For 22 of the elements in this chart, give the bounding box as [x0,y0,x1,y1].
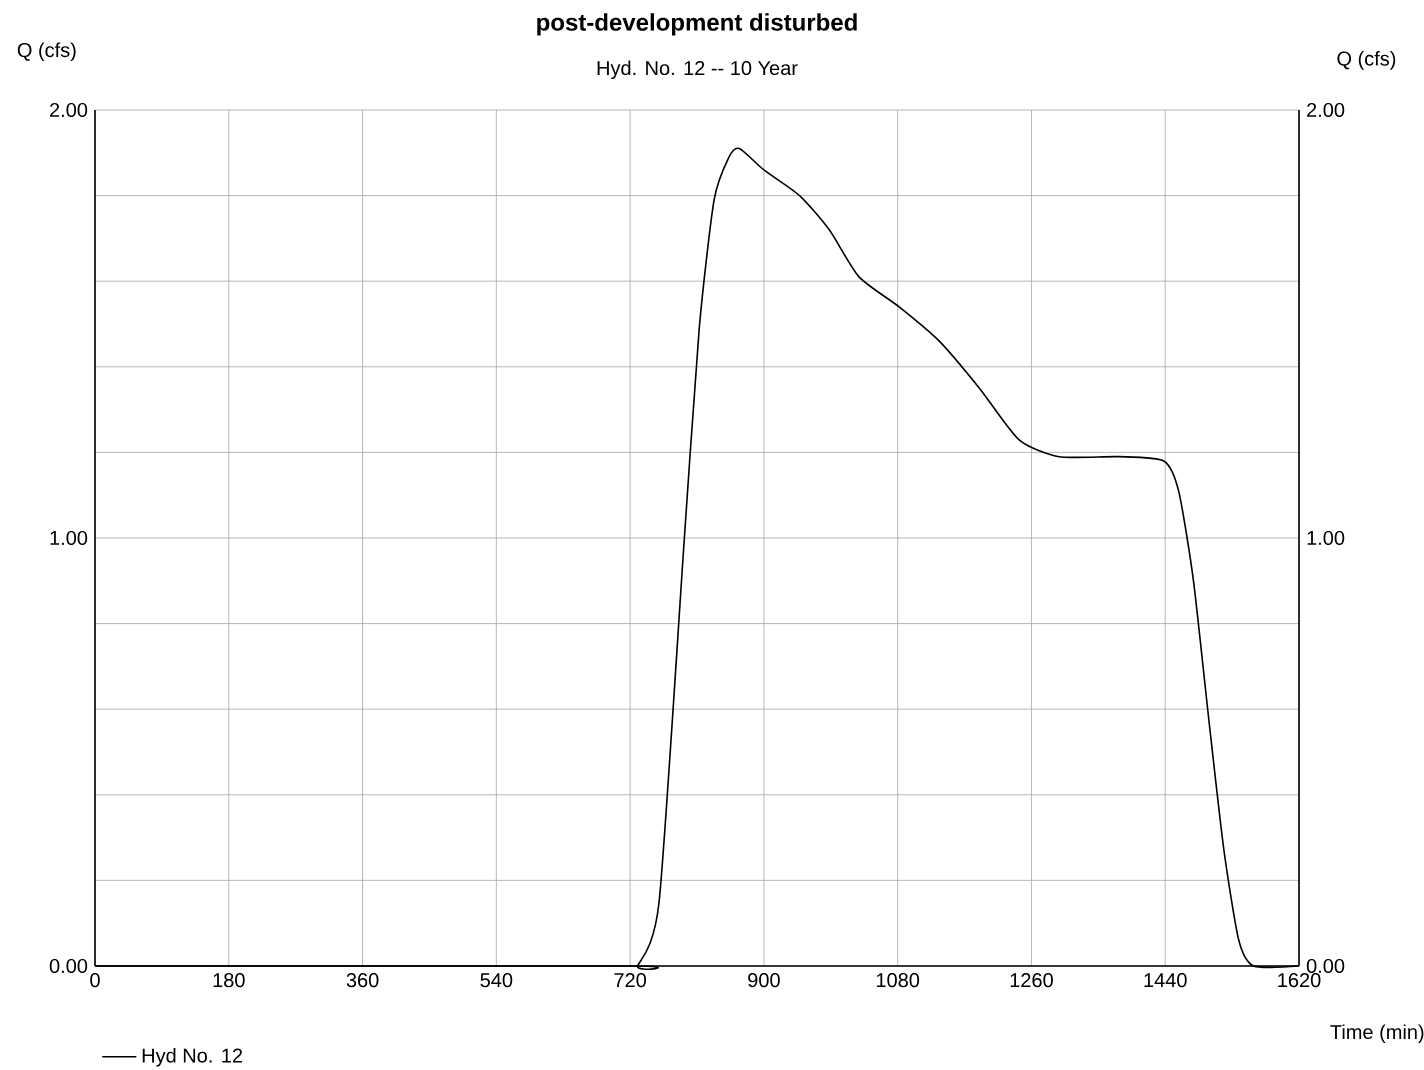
y2-axis-title: Q (cfs) [1337,51,1396,70]
y-axis-title: Q (cfs) [17,42,76,62]
x-tick-label: 180 [213,973,245,988]
x-tick-label: 1620 [1278,973,1321,988]
chart-subtitle: Hyd. No. 12 -- 10 Year [597,60,798,80]
y2-tick-label: 0.00 [1306,958,1345,974]
x-tick-label: 720 [614,973,647,988]
y-tick-label: 1.00 [50,530,88,546]
x-axis-title: Time (min) [1330,1024,1424,1044]
x-tick-label: 900 [748,973,780,988]
x-tick-label: 1080 [876,973,920,988]
y-tick-label: 0.00 [49,958,88,974]
y2-tick-label: 2.00 [1307,102,1345,118]
y2-tick-label: 1.00 [1307,530,1345,546]
x-tick-label: 0 [90,973,100,988]
legend-label: Hyd No. 12 [142,1047,243,1067]
x-tick-label: 540 [480,973,513,988]
y-tick-label: 2.00 [50,102,88,118]
x-tick-label: 1440 [1144,973,1187,988]
x-tick-label: 1260 [1010,973,1053,988]
x-tick-label: 360 [346,973,379,988]
chart-title: post-development disturbed [537,13,857,36]
